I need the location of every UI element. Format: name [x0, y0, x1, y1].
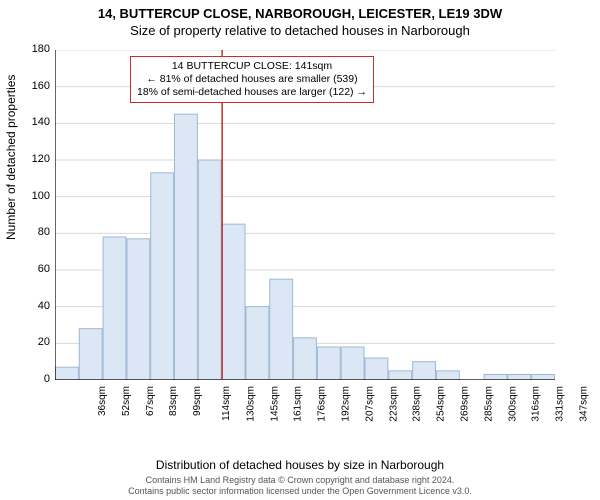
y-tick: 120	[22, 153, 50, 165]
x-tick: 316sqm	[531, 386, 542, 422]
x-tick: 331sqm	[555, 386, 566, 422]
x-tick: 269sqm	[460, 386, 471, 422]
y-tick: 180	[22, 43, 50, 55]
x-tick: 192sqm	[341, 386, 352, 422]
annotation-line2: ← 81% of detached houses are smaller (53…	[137, 73, 367, 86]
x-axis-label: Distribution of detached houses by size …	[0, 458, 600, 472]
x-tick: 52sqm	[121, 386, 132, 416]
x-tick: 145sqm	[269, 386, 280, 422]
y-tick: 0	[22, 373, 50, 385]
x-tick: 83sqm	[168, 386, 179, 416]
footer-attribution: Contains HM Land Registry data © Crown c…	[0, 475, 600, 496]
y-tick: 140	[22, 116, 50, 128]
annotation-line3: 18% of semi-detached houses are larger (…	[137, 86, 367, 99]
address-title: 14, BUTTERCUP CLOSE, NARBOROUGH, LEICEST…	[0, 0, 600, 21]
x-tick: 36sqm	[97, 386, 108, 416]
x-tick: 238sqm	[412, 386, 423, 422]
chart-subtitle: Size of property relative to detached ho…	[0, 21, 600, 38]
x-tick: 176sqm	[317, 386, 328, 422]
footer-line1: Contains HM Land Registry data © Crown c…	[0, 475, 600, 485]
y-tick: 20	[22, 336, 50, 348]
x-tick: 67sqm	[145, 386, 156, 416]
x-tick: 161sqm	[293, 386, 304, 422]
x-tick: 207sqm	[364, 386, 375, 422]
x-tick: 254sqm	[436, 386, 447, 422]
chart-area: 020406080100120140160180 36sqm52sqm67sqm…	[55, 50, 575, 430]
x-tick: 285sqm	[483, 386, 494, 422]
y-tick: 160	[22, 80, 50, 92]
x-tick: 223sqm	[388, 386, 399, 422]
y-tick: 60	[22, 263, 50, 275]
y-axis-label: Number of detached properties	[4, 75, 18, 240]
footer-line2: Contains public sector information licen…	[0, 486, 600, 496]
x-tick: 99sqm	[192, 386, 203, 416]
y-tick: 80	[22, 226, 50, 238]
chart-container: 14, BUTTERCUP CLOSE, NARBOROUGH, LEICEST…	[0, 0, 600, 500]
y-tick: 40	[22, 300, 50, 312]
x-tick: 114sqm	[221, 386, 232, 421]
x-tick: 347sqm	[579, 386, 590, 422]
x-tick: 300sqm	[507, 386, 518, 422]
annotation-box: 14 BUTTERCUP CLOSE: 141sqm ← 81% of deta…	[130, 56, 374, 103]
y-tick: 100	[22, 190, 50, 202]
x-tick: 130sqm	[245, 386, 256, 422]
annotation-line1: 14 BUTTERCUP CLOSE: 141sqm	[137, 60, 367, 73]
